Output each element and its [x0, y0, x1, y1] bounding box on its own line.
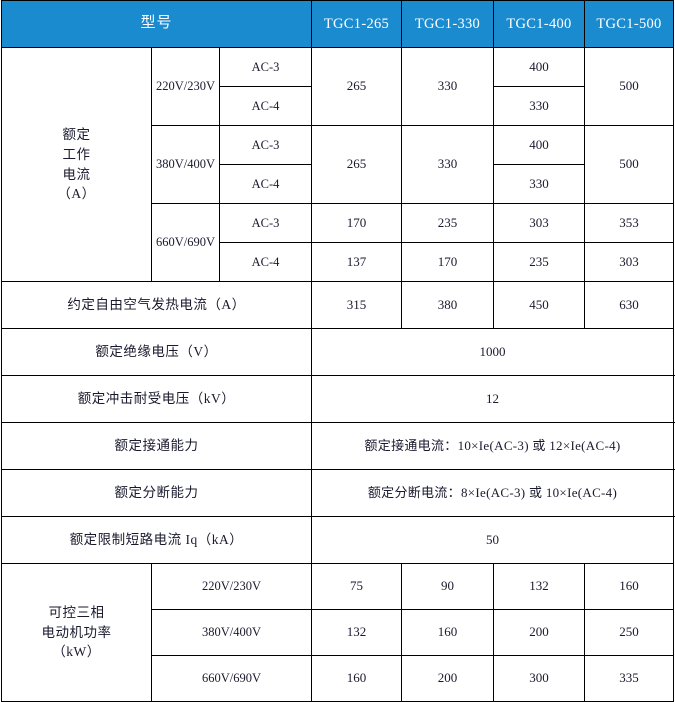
- cell-220v-tgc1-500: 500: [584, 47, 674, 127]
- motor-label-line-2: 电动机功率: [41, 624, 112, 640]
- table-row: 额定分断能力 额定分断电流：8×Ie(AC-3) 或 10×Ie(AC-4): [1, 469, 674, 518]
- cell-impulse-voltage-value: 12: [311, 375, 674, 424]
- row-label-breaking-capacity: 额定分断能力: [1, 469, 312, 518]
- cell-220v-ac3-tgc1-400: 400: [493, 47, 585, 88]
- label-line-1: 额定: [62, 127, 91, 143]
- cell-motor-220v-tgc1-330: 90: [401, 563, 494, 611]
- cell-thermal-tgc1-265: 315: [311, 281, 402, 330]
- cell-motor-380v-tgc1-400: 200: [493, 609, 585, 657]
- table-row: 额定冲击耐受电压（kV） 12: [1, 375, 674, 424]
- table-row: 额定接通能力 额定接通电流：10×Ie(AC-3) 或 12×Ie(AC-4): [1, 422, 674, 471]
- row-label-making-capacity: 额定接通能力: [1, 422, 312, 471]
- cell-380v-tgc1-265: 265: [311, 125, 402, 205]
- cell-motor-220v-tgc1-400: 132: [493, 563, 585, 611]
- table-header-row: 型号 TGC1-265 TGC1-330 TGC1-400 TGC1-500 T…: [1, 0, 674, 49]
- cell-motor-660v-tgc1-500: 335: [584, 655, 674, 702]
- cell-660v-ac3-tgc1-500: 353: [584, 203, 674, 244]
- cell-making-capacity-value: 额定接通电流：10×Ie(AC-3) 或 12×Ie(AC-4): [311, 422, 674, 471]
- cell-220v-ac4-tgc1-400: 330: [493, 86, 585, 127]
- table-row: 660V/690V AC-3 170 235 303 353 400: [2, 203, 674, 283]
- table-row: AC-4 330 500: [2, 164, 674, 205]
- table-row: AC-4 330 500: [2, 86, 674, 127]
- cell-380v-ac4-tgc1-400: 330: [493, 164, 585, 205]
- cell-thermal-tgc1-400: 450: [493, 281, 585, 330]
- label-line-4: （A）: [57, 186, 96, 202]
- voltage-label-220v: 220V/230V: [151, 47, 220, 127]
- ac-mode-label: AC-3: [219, 47, 312, 88]
- cell-motor-220v-tgc1-500: 160: [584, 563, 674, 611]
- table-row: 额定 工作 电流 （A） 220V/230V AC-3 265 330 400 …: [1, 47, 674, 283]
- header-model-tgc1-400: TGC1-400: [493, 0, 585, 49]
- cell-380v-ac3-tgc1-400: 400: [493, 125, 585, 166]
- cell-660v-ac3-tgc1-400: 303: [493, 203, 585, 244]
- cell-insulation-voltage-value: 1000: [311, 328, 674, 377]
- table-row: 约定自由空气发热电流（A） 315 380 450 630 700: [1, 281, 674, 330]
- ac-mode-label: AC-4: [219, 86, 312, 127]
- header-model-tgc1-330: TGC1-330: [401, 0, 494, 49]
- cell-breaking-capacity-value: 额定分断电流：8×Ie(AC-3) 或 10×Ie(AC-4): [311, 469, 674, 518]
- cell-220v-tgc1-330: 330: [401, 47, 494, 127]
- header-model-label: 型号: [1, 0, 312, 49]
- cell-660v-ac3-tgc1-330: 235: [401, 203, 494, 244]
- ac-mode-label: AC-3: [219, 125, 312, 166]
- table-row: 可控三相 电动机功率 （kW） 220V/230V 75 90 132 160 …: [1, 563, 674, 702]
- row-label-rated-operating-current: 额定 工作 电流 （A）: [1, 47, 152, 283]
- cell-220v-tgc1-265: 265: [311, 47, 402, 127]
- table-row: AC-4 137 170 235 303 353: [2, 242, 674, 283]
- table-row: 额定限制短路电流 Iq（kA） 50: [1, 516, 674, 565]
- header-model-tgc1-265: TGC1-265: [311, 0, 402, 49]
- cell-660v-ac3-tgc1-265: 170: [311, 203, 402, 244]
- table-row: 额定绝缘电压（V） 1000: [1, 328, 674, 377]
- motor-label-line-3: （kW）: [52, 644, 101, 660]
- row-label-thermal-current: 约定自由空气发热电流（A）: [1, 281, 312, 330]
- motor-label-line-1: 可控三相: [48, 605, 105, 621]
- cell-660v-ac4-tgc1-265: 137: [311, 242, 402, 283]
- cell-motor-660v-tgc1-330: 200: [401, 655, 494, 702]
- voltage-label-660v: 660V/690V: [151, 203, 220, 283]
- cell-motor-660v-tgc1-265: 160: [311, 655, 402, 702]
- cell-660v-ac4-tgc1-500: 303: [584, 242, 674, 283]
- label-line-3: 电流: [62, 166, 91, 182]
- motor-voltage-label-380v: 380V/400V: [151, 609, 312, 657]
- cell-660v-ac4-tgc1-400: 235: [493, 242, 585, 283]
- cell-380v-tgc1-500: 500: [584, 125, 674, 205]
- motor-voltage-label-660v: 660V/690V: [151, 655, 312, 702]
- cell-motor-380v-tgc1-330: 160: [401, 609, 494, 657]
- row-label-motor-power: 可控三相 电动机功率 （kW）: [1, 563, 152, 702]
- cell-motor-380v-tgc1-500: 250: [584, 609, 674, 657]
- cell-thermal-tgc1-330: 380: [401, 281, 494, 330]
- cell-thermal-tgc1-500: 630: [584, 281, 674, 330]
- ac-mode-label: AC-4: [219, 242, 312, 283]
- ac-mode-label: AC-3: [219, 203, 312, 244]
- cell-motor-220v-tgc1-265: 75: [311, 563, 402, 611]
- header-model-tgc1-500: TGC1-500: [584, 0, 674, 49]
- ac-mode-label: AC-4: [219, 164, 312, 205]
- cell-short-circuit-current-value: 50: [311, 516, 674, 565]
- row-label-insulation-voltage: 额定绝缘电压（V）: [1, 328, 312, 377]
- cell-380v-tgc1-330: 330: [401, 125, 494, 205]
- row-label-short-circuit-current: 额定限制短路电流 Iq（kA）: [1, 516, 312, 565]
- label-line-2: 工作: [62, 146, 91, 162]
- row-label-impulse-voltage: 额定冲击耐受电压（kV）: [1, 375, 312, 424]
- cell-660v-ac4-tgc1-330: 170: [401, 242, 494, 283]
- cell-motor-380v-tgc1-265: 132: [311, 609, 402, 657]
- cell-motor-660v-tgc1-400: 300: [493, 655, 585, 702]
- motor-voltage-label-220v: 220V/230V: [151, 563, 312, 611]
- voltage-label-380v: 380V/400V: [151, 125, 220, 205]
